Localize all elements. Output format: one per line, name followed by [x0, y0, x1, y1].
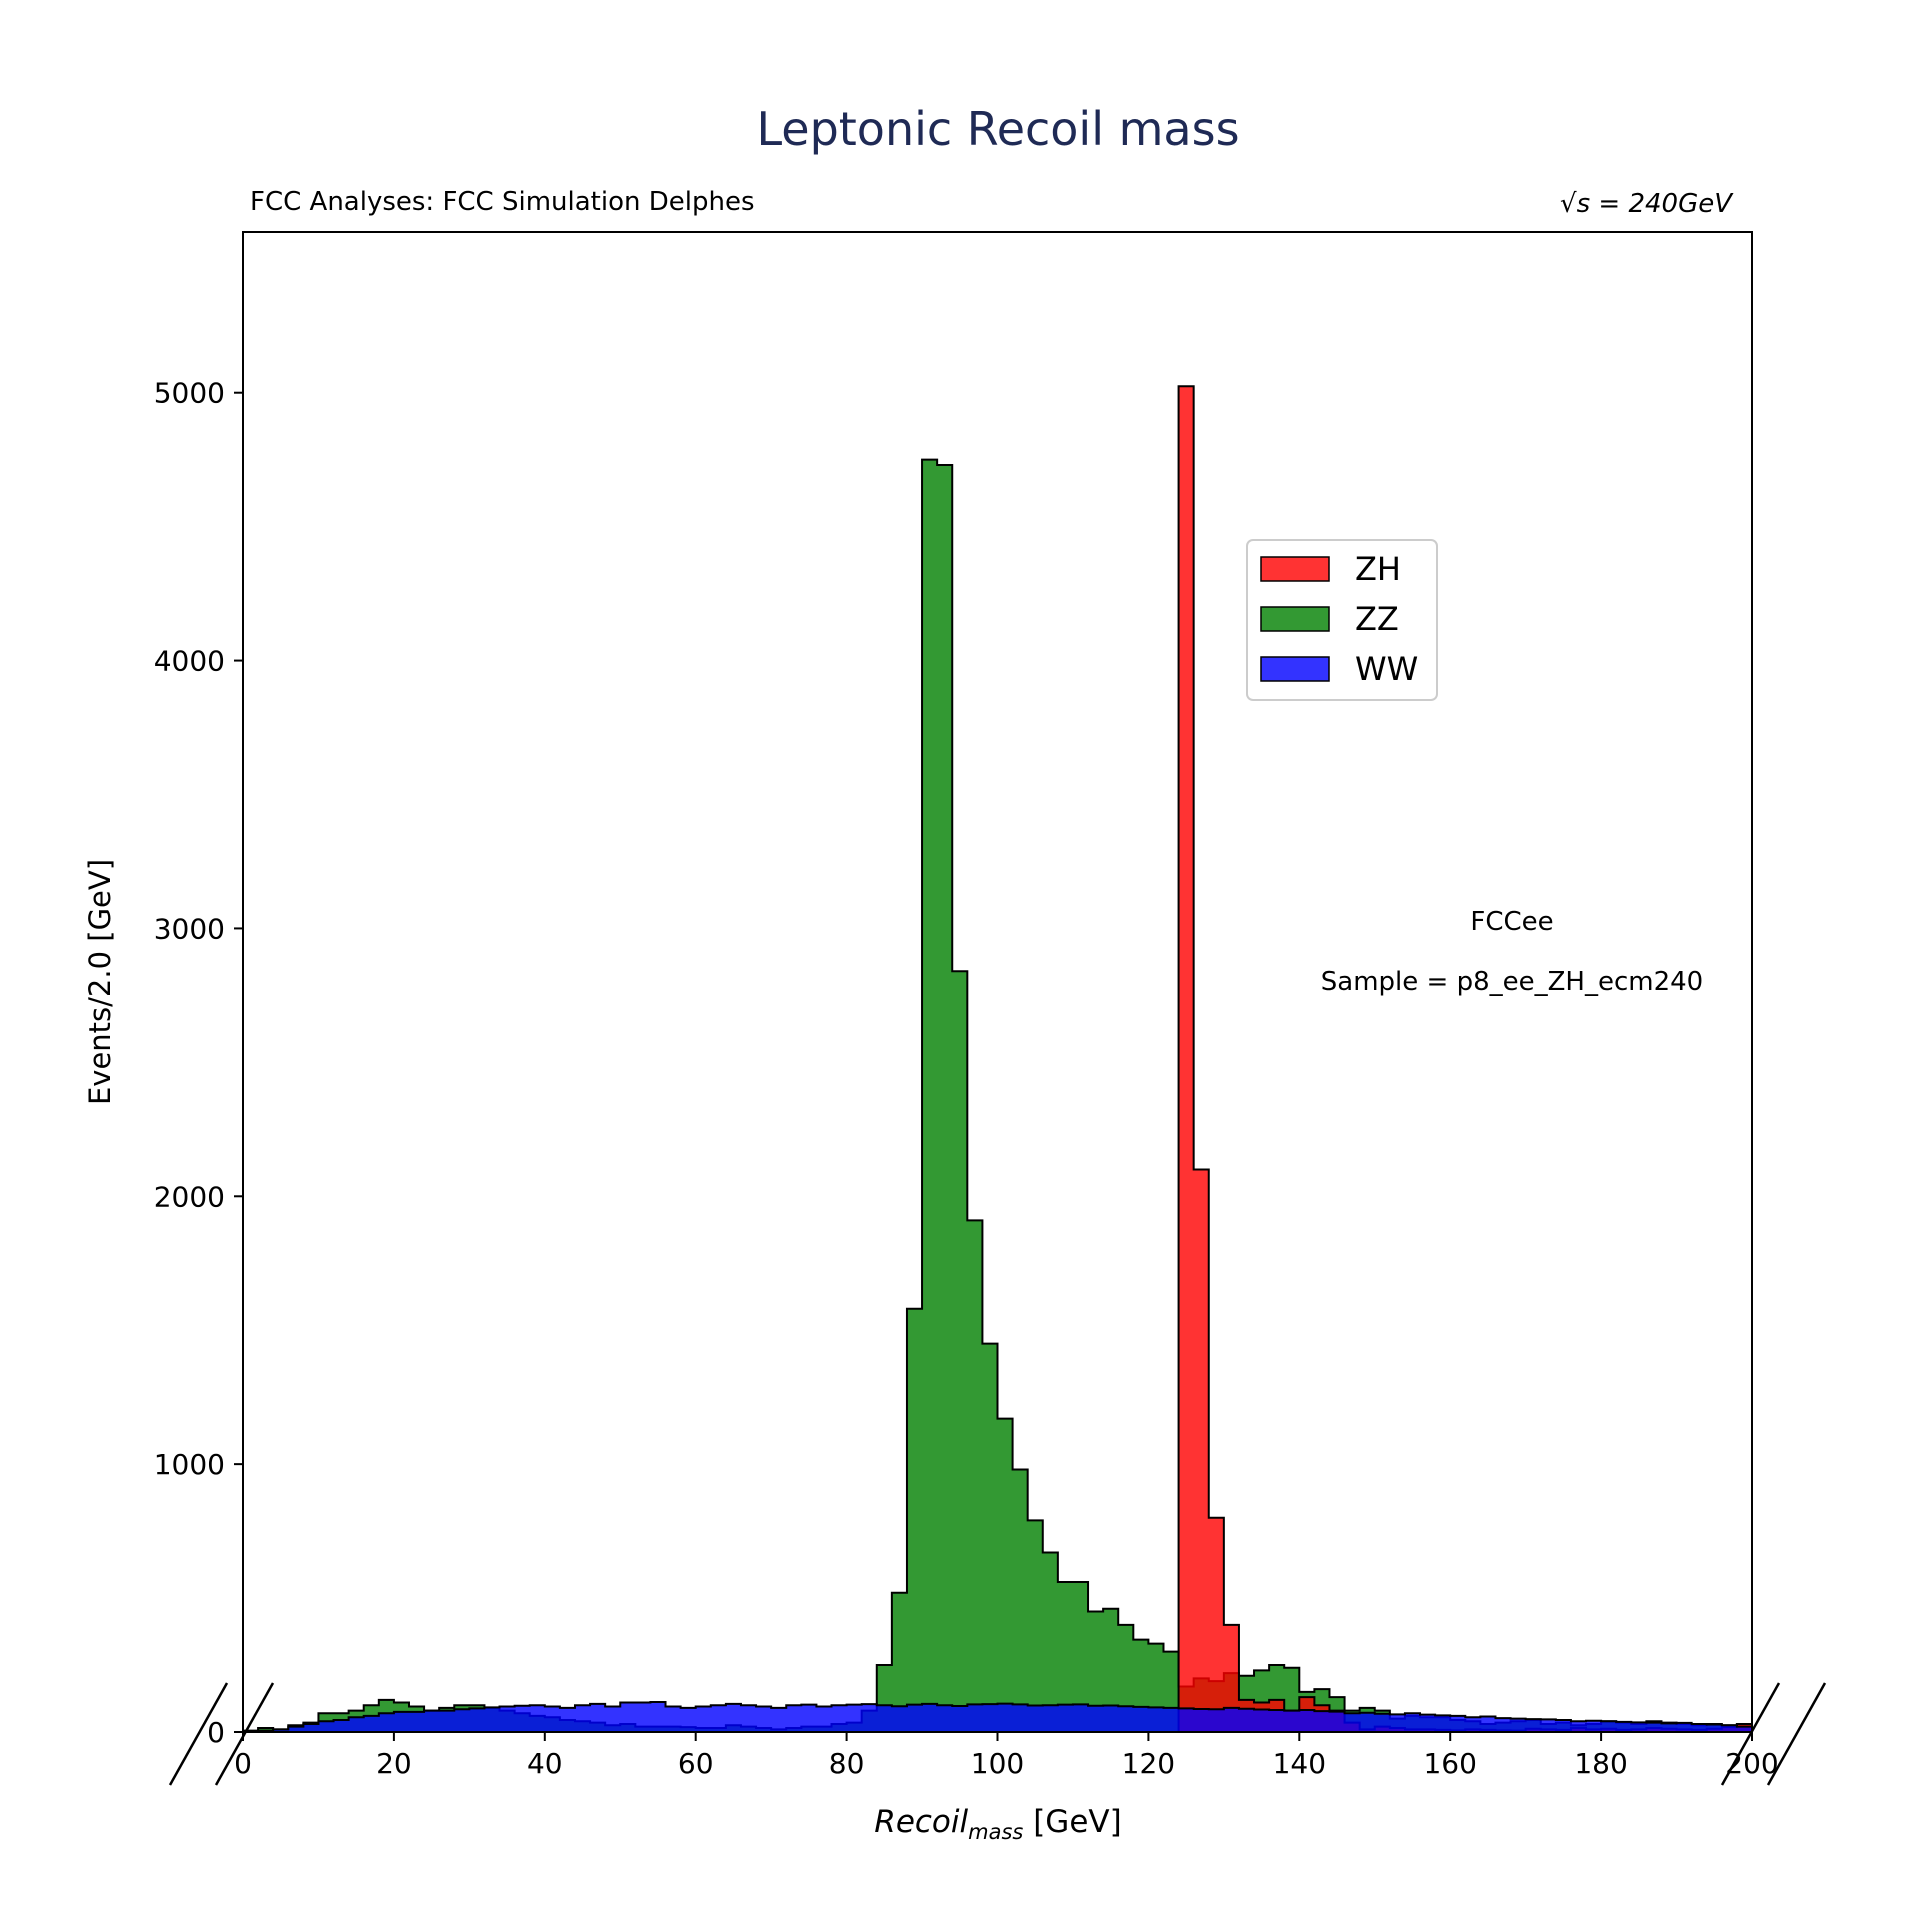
legend-label-zh: ZH [1355, 550, 1401, 588]
y-axis-label: Events/2.0 [GeV] [83, 859, 117, 1105]
axis-break-marks [168, 1682, 1827, 1786]
x-axis-label-unit: [GeV] [1023, 1804, 1121, 1840]
axis-break-mark [1720, 1682, 1781, 1786]
x-tick-label: 80 [829, 1747, 865, 1780]
histogram-zz [242, 458, 1753, 1733]
legend: ZH ZZ WW [1246, 539, 1438, 701]
chart-subtitle-right: √s = 240GeV [1560, 189, 1734, 219]
y-tick-label: 2000 [154, 1180, 225, 1213]
y-tick-label: 5000 [154, 377, 225, 410]
annotation-fccee: FCCee [1470, 907, 1553, 937]
y-tick-label: 3000 [154, 912, 225, 945]
y-tick-label: 0 [207, 1716, 225, 1749]
legend-swatch-zh [1260, 556, 1330, 582]
chart-title: Leptonic Recoil mass [756, 102, 1239, 156]
axis-break-mark [1766, 1682, 1827, 1786]
histogram-bars [242, 385, 1753, 1733]
x-axis-label-sub: mass [968, 1820, 1023, 1844]
histogram-ww [243, 1701, 1753, 1733]
legend-swatch-ww [1260, 656, 1330, 682]
axes-ticks: 0 20 40 60 80 100 120 140 160 180 2000100020003000… [154, 377, 1779, 1780]
x-axis-label-main: Recoil [874, 1804, 968, 1840]
annotation-sample: Sample = p8_ee_ZH_ecm240 [1321, 967, 1703, 997]
x-tick-label: 140 [1273, 1747, 1326, 1780]
x-tick-label: 120 [1122, 1747, 1175, 1780]
x-tick-label: 60 [678, 1747, 714, 1780]
x-tick-label: 0 [234, 1747, 252, 1780]
y-tick-label: 1000 [154, 1448, 225, 1481]
x-tick-label: 180 [1574, 1747, 1627, 1780]
axis-break-mark [214, 1682, 275, 1786]
x-tick-label: 100 [971, 1747, 1024, 1780]
x-tick-label: 20 [376, 1747, 412, 1780]
legend-label-ww: WW [1355, 650, 1418, 688]
legend-label-zz: ZZ [1355, 600, 1399, 638]
x-tick-label: 160 [1423, 1747, 1476, 1780]
x-tick-label: 40 [527, 1747, 563, 1780]
chart-subtitle-left: FCC Analyses: FCC Simulation Delphes [250, 187, 755, 217]
legend-swatch-zz [1260, 606, 1330, 632]
axis-break-mark [168, 1682, 229, 1786]
y-tick-label: 4000 [154, 645, 225, 678]
x-axis-label: Recoilmass [GeV] [874, 1804, 1121, 1844]
